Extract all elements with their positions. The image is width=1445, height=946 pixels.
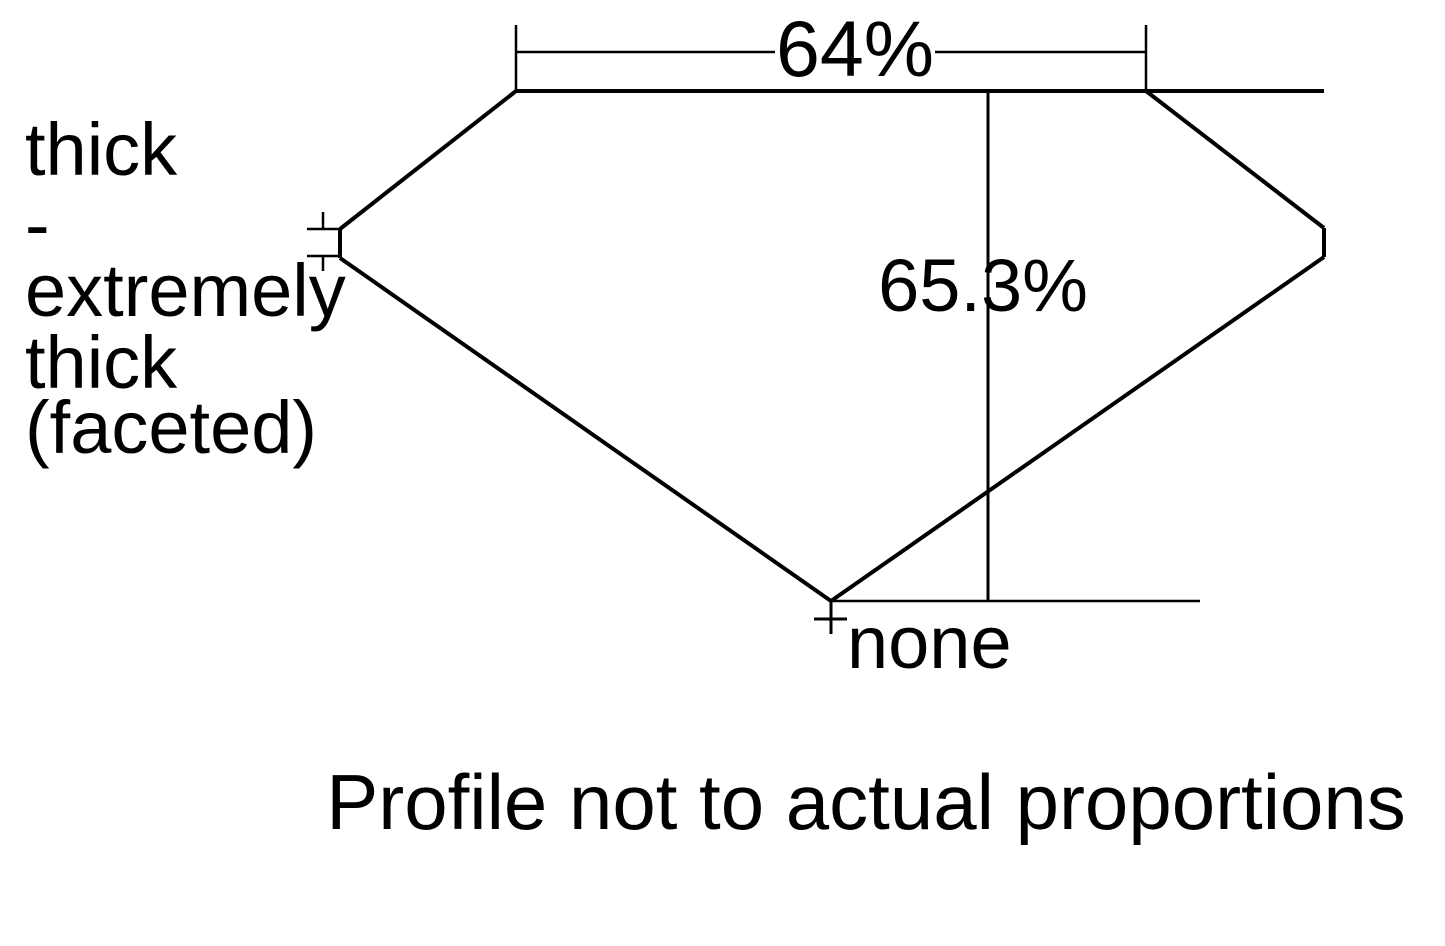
svg-text:65.3%: 65.3% [878, 244, 1088, 327]
svg-text:(faceted): (faceted) [25, 386, 317, 469]
svg-text:thick: thick [25, 108, 178, 191]
svg-text:64%: 64% [776, 4, 934, 93]
svg-text:none: none [847, 601, 1012, 684]
svg-text:extremely: extremely [25, 249, 346, 332]
svg-text:Profile not to actual proporti: Profile not to actual proportions [326, 758, 1406, 846]
